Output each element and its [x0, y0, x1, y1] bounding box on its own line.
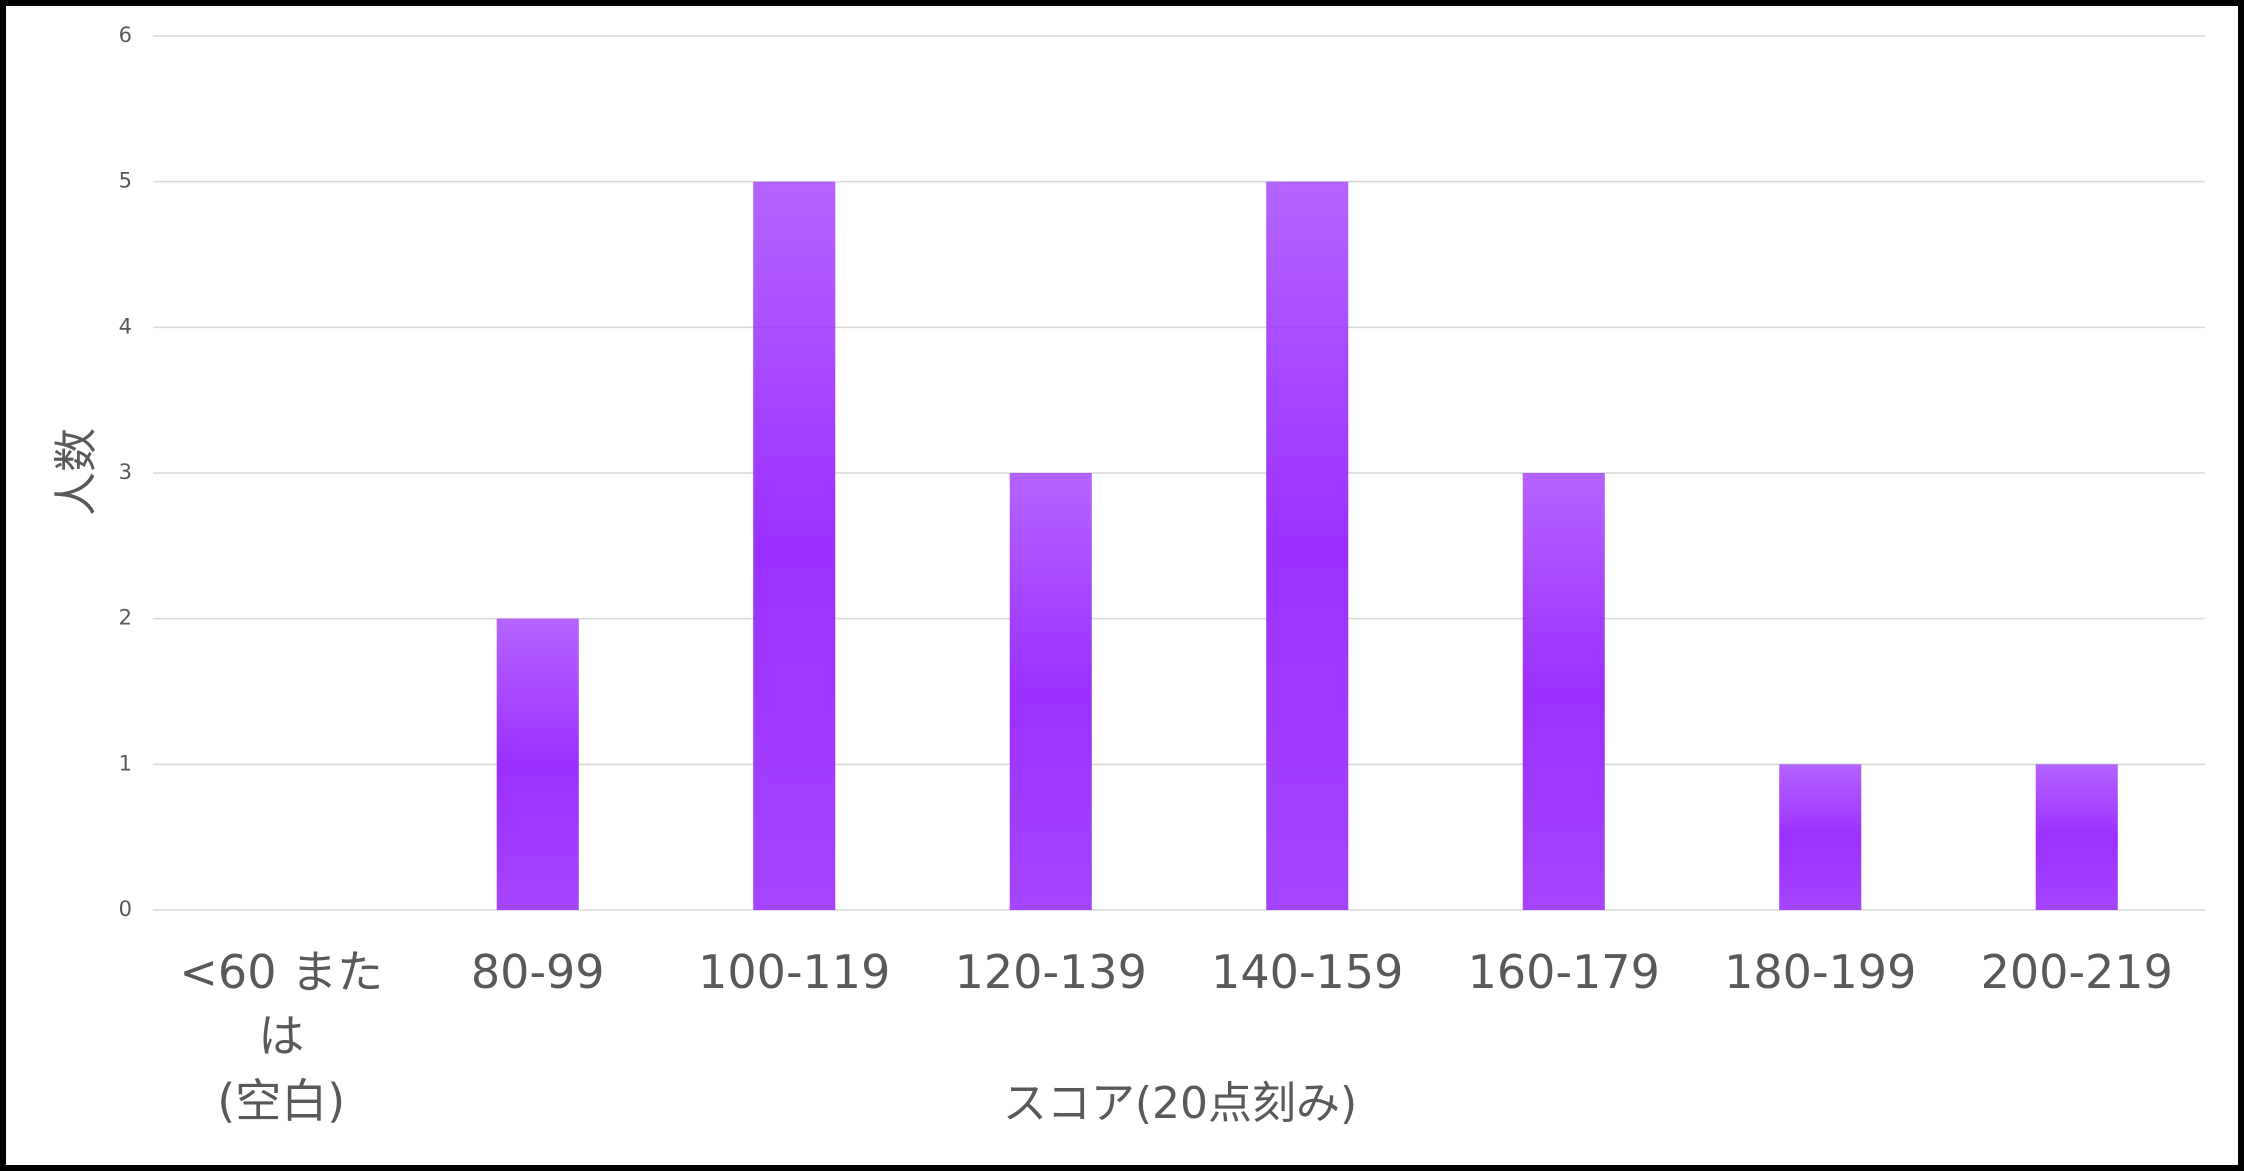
- bar: [1266, 181, 1349, 910]
- x-axis-title: スコア(20点刻み): [1003, 1078, 1357, 1129]
- y-tick-label: 6: [119, 23, 132, 47]
- x-tick-label: 180-199: [1724, 945, 1917, 999]
- x-tick-label: 140-159: [1211, 945, 1404, 999]
- y-tick-label: 1: [119, 751, 132, 775]
- y-tick-label: 3: [119, 460, 132, 484]
- bar: [753, 181, 836, 910]
- x-tick-label: 200-219: [1980, 945, 2173, 999]
- bar: [496, 618, 579, 910]
- y-axis-title: 人数: [51, 428, 102, 516]
- y-tick-label: 4: [119, 314, 132, 338]
- bar: [1009, 473, 1092, 910]
- x-tick-label: 160-179: [1467, 945, 1660, 999]
- bar: [1522, 473, 1605, 910]
- bar: [1779, 764, 1862, 910]
- bar: [2035, 764, 2118, 910]
- x-tick-label: 100-119: [698, 945, 891, 999]
- y-tick-label: 2: [119, 606, 132, 630]
- y-tick-label: 5: [119, 169, 132, 193]
- x-tick-label: <60 または (空白): [179, 945, 384, 1128]
- y-tick-label: 0: [119, 897, 132, 921]
- x-tick-label: 120-139: [954, 945, 1147, 999]
- x-tick-label: 80-99: [470, 945, 605, 999]
